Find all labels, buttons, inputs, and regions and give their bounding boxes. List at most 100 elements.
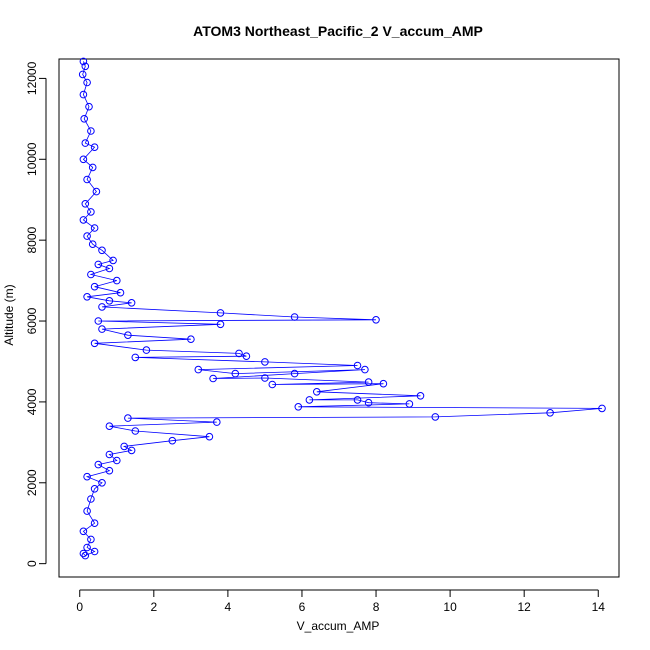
data-point (98, 246, 106, 255)
data-point (105, 450, 114, 459)
data-point (546, 409, 554, 417)
data-point (113, 276, 121, 285)
series-line (82, 61, 603, 557)
data-point (83, 293, 91, 301)
data-point (127, 446, 136, 455)
data-point (168, 436, 177, 445)
data-point (231, 369, 240, 378)
data-point (90, 282, 99, 291)
data-point (216, 309, 225, 317)
data-point (353, 361, 362, 370)
data-point (105, 422, 114, 431)
x-tick-label: 2 (150, 600, 157, 614)
data-point (79, 155, 88, 164)
x-axis: 0 2 4 6 8 10 12 14 (76, 589, 606, 614)
data-point (94, 317, 103, 325)
data-point (87, 208, 95, 216)
data-point (81, 62, 90, 71)
data-point (81, 551, 90, 560)
data-point (194, 365, 203, 374)
data-point (92, 187, 101, 196)
y-axis: 0 2000 4000 6000 8000 10000 12000 (25, 61, 47, 567)
data-point (98, 325, 106, 333)
data-point (83, 78, 91, 87)
y-tick-label: 8000 (25, 226, 39, 253)
data-point (79, 549, 88, 558)
data-point (205, 432, 214, 441)
data-point (87, 127, 95, 135)
data-point (113, 456, 121, 465)
data-point (131, 427, 140, 435)
y-tick-label: 10000 (25, 142, 39, 176)
y-axis-label: Altitude (m) (2, 284, 16, 345)
data-point (90, 224, 99, 232)
data-point (261, 374, 269, 382)
data-point (124, 414, 132, 422)
data-series (78, 57, 606, 560)
data-point (78, 70, 87, 79)
data-point (90, 519, 99, 528)
data-point (598, 404, 606, 413)
y-tick-label: 4000 (25, 388, 39, 415)
x-tick-label: 6 (299, 600, 306, 614)
data-point (80, 115, 88, 123)
data-point (313, 388, 321, 396)
y-tick-label: 12000 (25, 61, 39, 95)
x-tick-label: 14 (592, 600, 606, 614)
data-point (90, 485, 99, 493)
data-point (268, 380, 277, 389)
plot-frame (58, 58, 620, 578)
data-point (364, 378, 373, 386)
data-point (242, 352, 251, 361)
data-point (109, 256, 117, 265)
data-point (105, 466, 114, 475)
data-point (213, 418, 221, 426)
data-point (94, 460, 103, 469)
data-point (81, 200, 90, 208)
data-point (216, 320, 225, 329)
data-point (83, 507, 91, 515)
data-point (98, 479, 106, 487)
data-point (94, 260, 103, 269)
data-point (261, 358, 269, 366)
data-point (372, 316, 380, 324)
data-point (405, 400, 414, 408)
data-point (79, 216, 88, 224)
data-point (361, 365, 369, 374)
data-point (85, 102, 93, 111)
data-point (305, 396, 314, 404)
data-point (431, 413, 440, 421)
data-point (98, 303, 106, 311)
data-point (87, 535, 95, 544)
data-point (83, 472, 91, 481)
data-point (209, 374, 217, 383)
data-point (235, 349, 243, 358)
x-tick-label: 4 (225, 600, 232, 614)
data-point (79, 57, 88, 66)
data-point (294, 403, 303, 411)
data-point (290, 369, 299, 378)
chart-title: ATOM3 Northeast_Pacific_2 V_accum_AMP (193, 23, 483, 39)
data-point (83, 175, 91, 184)
data-point (187, 335, 195, 344)
data-point (87, 495, 95, 503)
x-tick-label: 10 (443, 600, 457, 614)
data-point (83, 232, 91, 240)
y-tick-label: 0 (25, 560, 39, 567)
data-point (124, 331, 132, 340)
data-point (353, 396, 362, 404)
x-tick-label: 12 (518, 600, 532, 614)
data-point (131, 353, 140, 362)
data-point (116, 288, 125, 297)
data-point (379, 379, 388, 388)
data-point (127, 299, 136, 307)
x-axis-label: V_accum_AMP (297, 619, 380, 633)
data-point (88, 163, 97, 172)
x-tick-label: 8 (373, 600, 380, 614)
data-point (79, 527, 88, 536)
data-point (120, 442, 128, 451)
x-tick-label: 0 (76, 600, 83, 614)
data-point (364, 398, 373, 407)
data-point (87, 270, 95, 279)
